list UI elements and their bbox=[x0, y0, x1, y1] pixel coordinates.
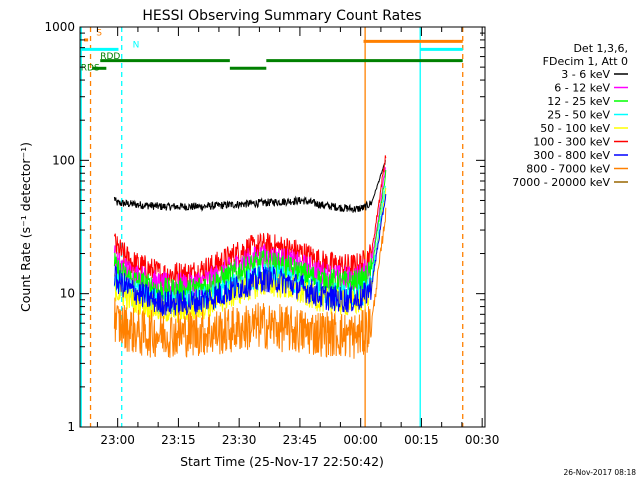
legend-entry-label: 25 - 50 keV bbox=[547, 109, 610, 122]
legend-entry-label: 12 - 25 keV bbox=[547, 95, 610, 108]
legend-entry-label: 800 - 7000 keV bbox=[526, 163, 610, 176]
legend-entry-label: 7000 - 20000 keV bbox=[512, 176, 610, 189]
x-tick-label: 23:30 bbox=[222, 433, 257, 447]
legend-entry-label: 100 - 300 keV bbox=[533, 136, 610, 149]
series-line-6 bbox=[113, 194, 387, 317]
x-tick-label: 23:00 bbox=[100, 433, 135, 447]
legend-entry-label: 300 - 800 keV bbox=[533, 149, 610, 162]
x-tick-label: 23:45 bbox=[283, 433, 318, 447]
series-line-1 bbox=[113, 155, 387, 289]
legend-entry-label: 50 - 100 keV bbox=[540, 122, 610, 135]
legend-entry-label: 3 - 6 keV bbox=[561, 68, 610, 81]
chart-title: HESSI Observing Summary Count Rates bbox=[142, 8, 421, 24]
legend-header-line: Det 1,3,6, bbox=[573, 42, 628, 55]
x-tick-label: 23:15 bbox=[161, 433, 196, 447]
status-bar-label-1: N bbox=[133, 41, 140, 51]
series-line-7 bbox=[113, 207, 387, 359]
y-tick-label: 1 bbox=[67, 420, 75, 434]
x-tick-label: 00:30 bbox=[465, 433, 500, 447]
timestamp: 26-Nov-2017 08:18 bbox=[564, 468, 637, 477]
series-line-0 bbox=[113, 159, 387, 213]
y-tick-labels: 1 10 100 1000 bbox=[44, 20, 75, 434]
axis-ticks bbox=[80, 27, 485, 428]
y-tick-label: 1000 bbox=[44, 20, 75, 34]
x-axis-label: Start Time (25-Nov-17 22:50:42) bbox=[180, 454, 384, 469]
status-bar-label-2: RDD bbox=[100, 52, 120, 62]
y-tick-label: 100 bbox=[52, 153, 75, 167]
x-tick-label: 00:15 bbox=[404, 433, 439, 447]
status-bar-label-3: RDS bbox=[81, 64, 100, 74]
series-line-3 bbox=[113, 169, 387, 304]
y-tick-label: 10 bbox=[60, 287, 75, 301]
x-tick-labels: 23:00 23:15 23:30 23:45 00:00 00:15 00:30 bbox=[100, 433, 499, 447]
status-bar-label-0: S bbox=[96, 29, 102, 39]
legend-entry-label: 6 - 12 keV bbox=[554, 82, 610, 95]
legend-header-line: FDecim 1, Att 0 bbox=[543, 55, 628, 68]
y-axis-label: Count Rate (s⁻¹ detector⁻¹) bbox=[18, 142, 33, 312]
plot-frame bbox=[79, 26, 486, 428]
x-tick-label: 00:00 bbox=[343, 433, 378, 447]
